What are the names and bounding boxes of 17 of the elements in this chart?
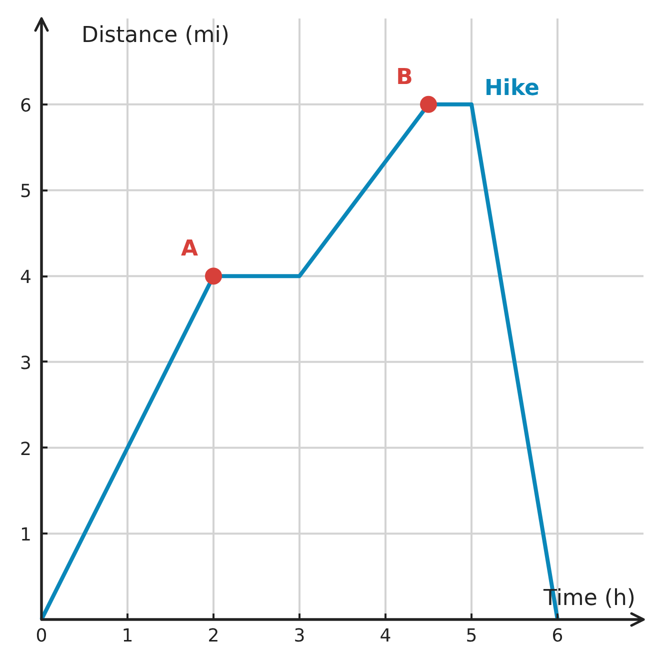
series-label: B: [396, 64, 413, 90]
x-tick-label: 2: [208, 626, 220, 646]
x-tick-label: 3: [294, 626, 306, 646]
y-tick-label: 4: [20, 267, 32, 288]
y-tick-label: 1: [20, 524, 32, 546]
y-tick-label: 6: [20, 95, 32, 116]
y-tick-label: 5: [20, 181, 32, 202]
y-tick-label: 3: [20, 352, 32, 374]
x-tick-label: 5: [466, 626, 478, 646]
x-tick-label: 4: [380, 626, 392, 646]
x-tick-label: 6: [552, 626, 564, 646]
x-tick-label: 0: [36, 626, 48, 646]
x-tick-label: 1: [122, 626, 134, 646]
series-label: A: [180, 236, 198, 262]
y-axis-title: Distance (mi): [82, 23, 230, 48]
series-label: Hike: [484, 76, 540, 101]
y-tick-label: 2: [20, 438, 32, 460]
